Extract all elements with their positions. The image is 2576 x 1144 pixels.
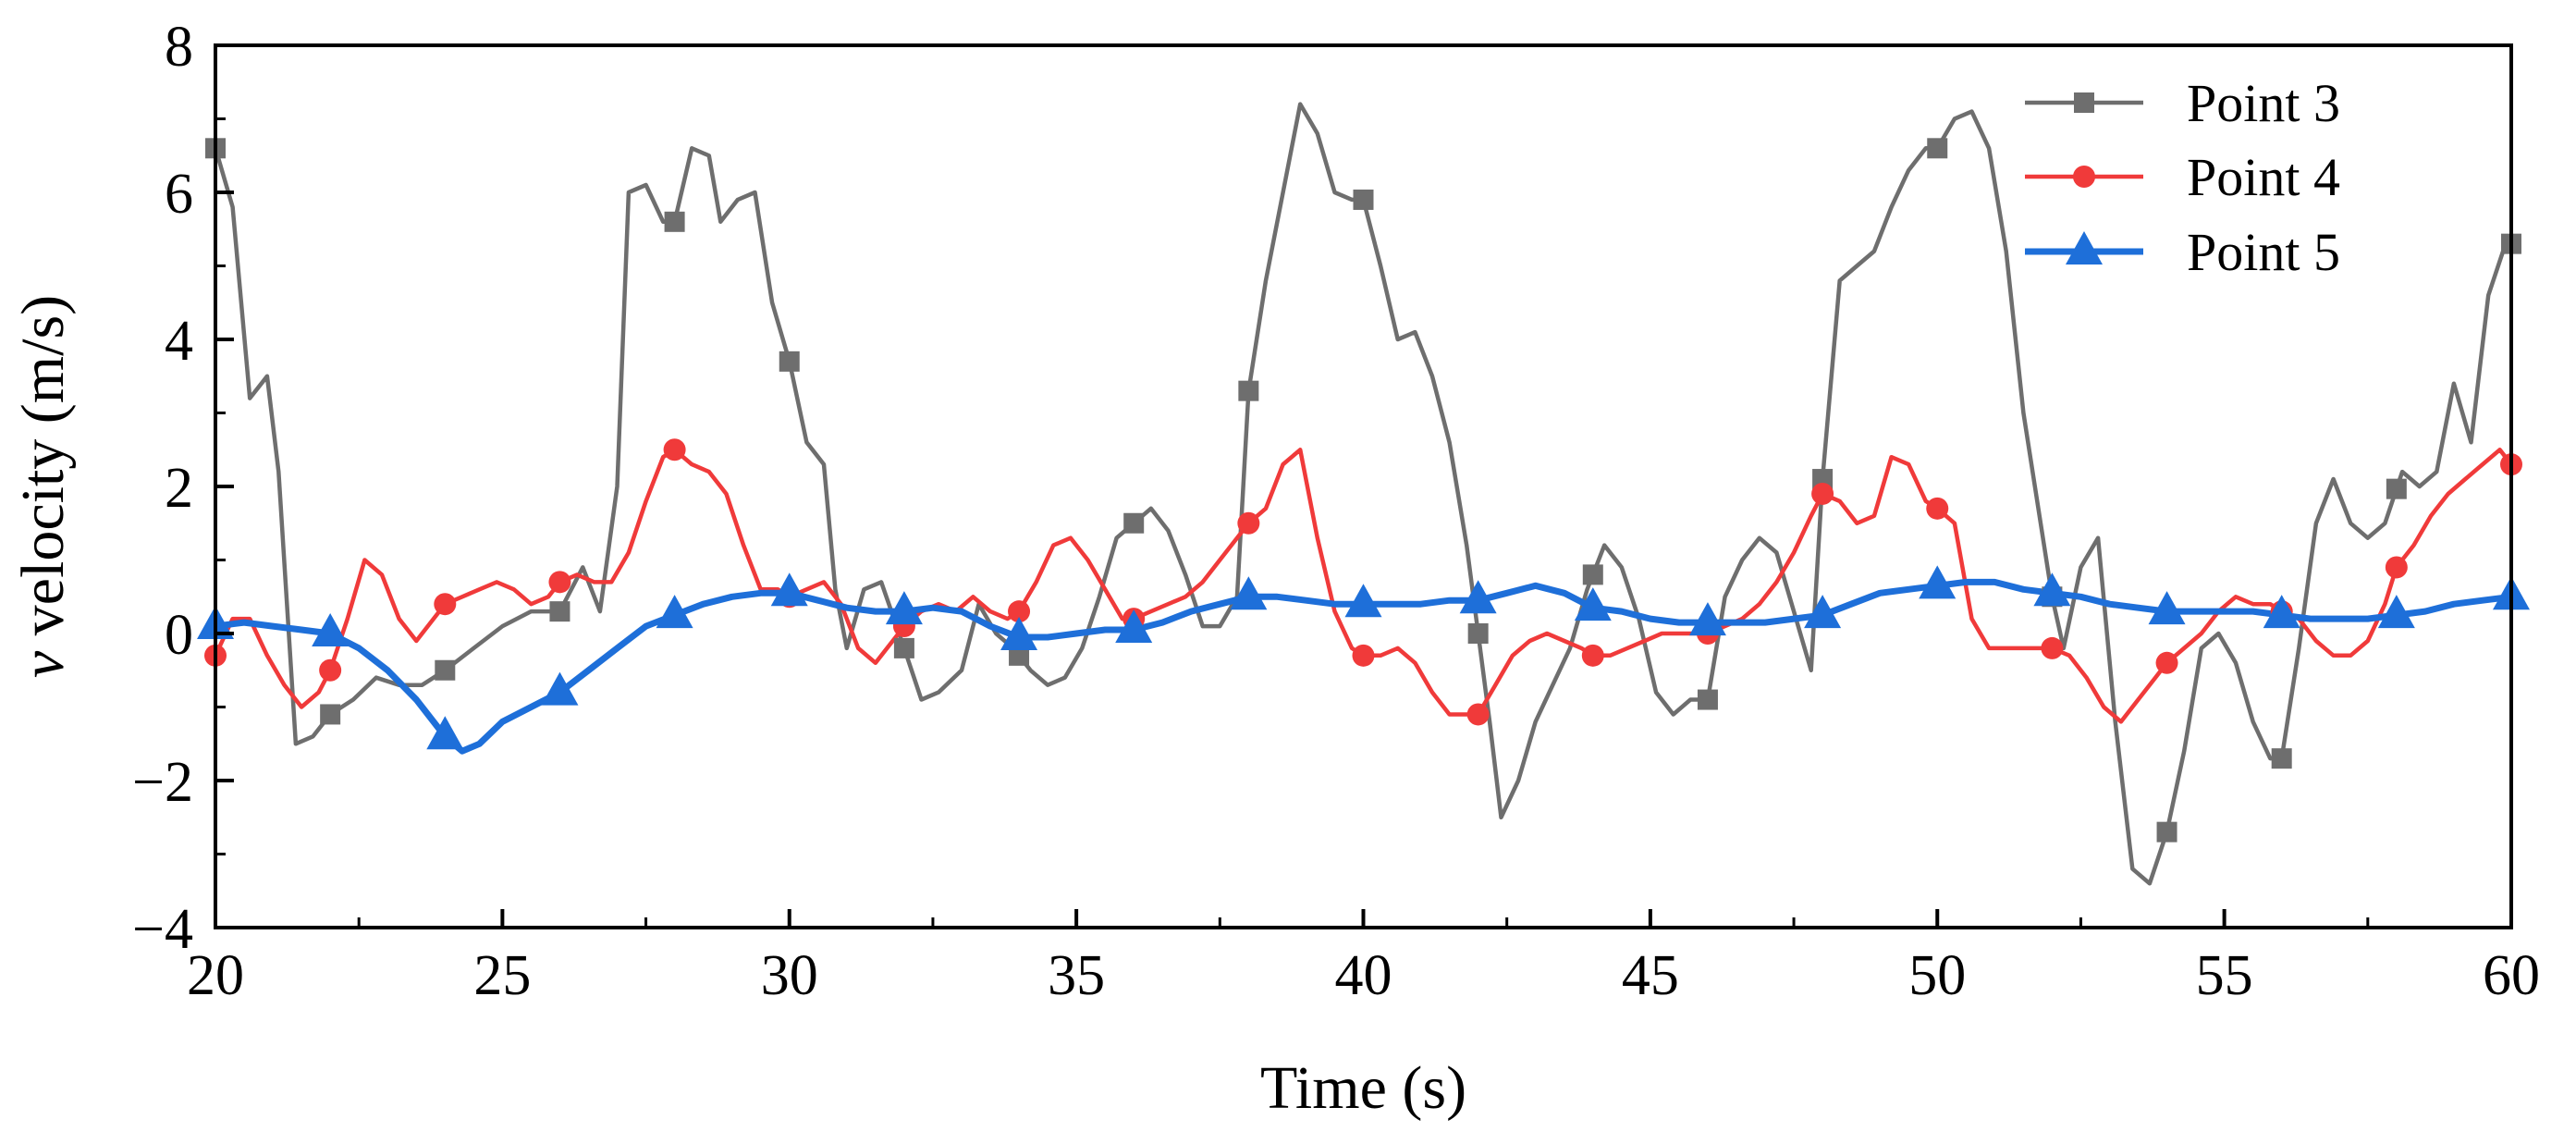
series-5-marker (2263, 595, 2300, 629)
series-3-marker (435, 659, 456, 681)
series-3-marker (1238, 380, 1259, 401)
series-4-marker (1237, 511, 1260, 535)
series-5-marker (885, 591, 923, 625)
x-tick-label: 40 (1335, 944, 1392, 1007)
legend-label-point-3: Point 3 (2187, 73, 2340, 133)
series-5-marker (2033, 572, 2071, 607)
series-4-marker (548, 571, 571, 594)
x-tick-label: 25 (473, 944, 531, 1007)
y-axis-title-rest: velocity (m/s) (9, 295, 77, 651)
series-3-marker (1009, 645, 1030, 666)
series-4-marker (1008, 600, 1031, 623)
series-5-marker (1574, 587, 1612, 621)
series-3-marker (320, 704, 341, 725)
series-5-marker (656, 595, 693, 629)
series-3-marker (2386, 478, 2407, 499)
series-5-marker (1230, 576, 1268, 610)
legend-marker-point-3 (2074, 92, 2094, 113)
series-line-3 (213, 102, 2514, 886)
series-5-marker (1000, 616, 1038, 650)
series-3-marker (1582, 564, 1603, 585)
series-4-marker (434, 593, 457, 616)
axes-frame (214, 43, 2513, 929)
series-4-marker (1466, 703, 1490, 726)
legend-label-point-4: Point 4 (2187, 147, 2340, 207)
x-tick-label: 50 (1908, 944, 1966, 1007)
series-3-marker (1697, 689, 1718, 710)
series-3-marker (1927, 138, 1948, 159)
series-4-marker (1352, 644, 1375, 667)
plot-area (197, 102, 2530, 886)
series-3-marker (664, 211, 685, 232)
series-4-marker (1926, 497, 1949, 520)
series-3-marker (1353, 189, 1374, 210)
series-line-5 (212, 578, 2515, 755)
series-3-marker (2271, 748, 2292, 769)
series-5-marker (1804, 595, 1842, 629)
series-4-marker (2155, 651, 2178, 674)
series-5-marker (1688, 602, 1726, 636)
legend-marker-point-4 (2073, 166, 2095, 188)
y-tick-label: 8 (165, 16, 193, 79)
series-4-marker (2385, 556, 2408, 579)
x-tick-label: 55 (2196, 944, 2253, 1007)
series-5-marker (770, 572, 808, 607)
series-3-marker (549, 601, 570, 622)
y-tick-label: 2 (165, 457, 193, 520)
legend-marker-point-5 (2066, 231, 2103, 264)
y-axis-title: v velocity (m/s) (9, 295, 77, 678)
series-3-marker (1123, 512, 1145, 534)
series-5-marker (312, 613, 350, 646)
series-5-marker (541, 671, 579, 706)
series-5-marker (1344, 584, 1382, 618)
y-tick-label: −2 (132, 751, 193, 814)
y-tick-label: 6 (165, 163, 193, 226)
x-tick-label: 60 (2483, 944, 2540, 1007)
series-4-marker (2041, 636, 2064, 659)
series-5-marker (1115, 609, 1153, 644)
y-tick-label: 0 (165, 604, 193, 667)
series-3-marker (779, 351, 800, 372)
x-tick-label: 30 (761, 944, 818, 1007)
series-3-marker (2156, 821, 2177, 843)
series-5-marker (1919, 565, 1957, 599)
series-5-marker (1459, 580, 1497, 614)
series-4-marker (1581, 644, 1604, 667)
axes: 20 25 30 35 40 45 50 55 60 −4 −2 0 2 4 6 8 (132, 16, 2540, 1007)
series-3-marker (1467, 623, 1489, 644)
series-4-marker (1811, 482, 1834, 505)
y-tick-label: 4 (165, 310, 193, 373)
legend: Point 3 Point 4 Point 5 (2025, 73, 2340, 282)
x-tick-label: 20 (187, 944, 244, 1007)
series-5-marker (426, 716, 464, 750)
series-5-marker (2377, 595, 2415, 629)
series-4-marker (663, 438, 686, 461)
x-tick-label: 35 (1048, 944, 1105, 1007)
y-tick-label: −4 (132, 898, 193, 961)
series-5-marker (2148, 591, 2186, 625)
series-3-marker (893, 637, 914, 658)
legend-label-point-5: Point 5 (2187, 222, 2340, 282)
x-axis-title: Time (s) (1260, 1054, 1466, 1122)
series-4-marker (319, 658, 342, 682)
x-tick-label: 45 (1622, 944, 1679, 1007)
y-axis-title-italic: v (9, 650, 77, 678)
